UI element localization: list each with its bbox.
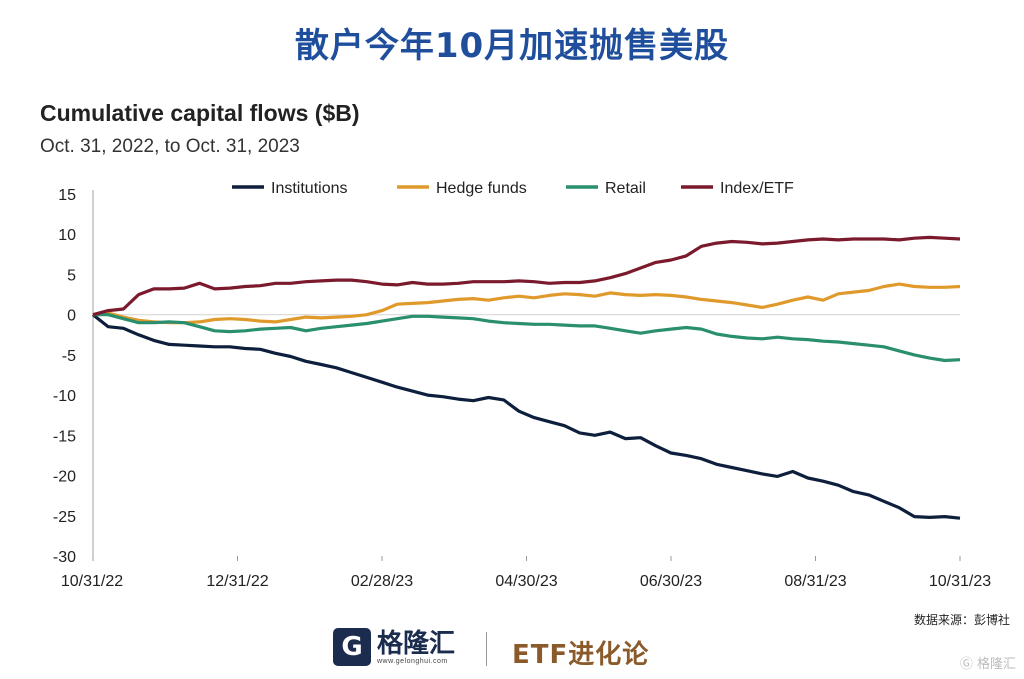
legend-label: Retail: [605, 180, 646, 197]
brand-g-icon: G: [333, 628, 371, 666]
y-tick-label: -5: [62, 348, 76, 365]
source-note: 数据来源：彭博社: [913, 613, 1010, 627]
footer-divider: [486, 632, 487, 666]
watermark: Ⓖ 格隆汇: [960, 653, 1016, 672]
legend-label: Index/ETF: [720, 180, 794, 197]
series-line-institutions: [92, 313, 961, 520]
y-tick-label: -25: [53, 509, 76, 526]
x-tick-label: 10/31/22: [61, 573, 123, 590]
x-tick-label: 02/28/23: [351, 573, 413, 590]
chart-title: Cumulative capital flows ($B): [40, 100, 360, 126]
y-tick-label: 0: [67, 308, 76, 325]
series-line-index-etf: [92, 235, 961, 317]
y-tick-label: 10: [58, 227, 76, 244]
x-axis-ticks: 10/31/22 12/31/22 02/28/23 04/30/23 06/30/23…: [61, 556, 991, 590]
y-tick-label: 15: [58, 187, 76, 204]
y-tick-label: -10: [53, 388, 76, 405]
y-tick-label: -20: [53, 469, 76, 486]
x-tick-label: 10/31/23: [929, 573, 991, 590]
series-line-hedge-funds: [92, 282, 961, 325]
chart-legend: Institutions Hedge funds Retail Index/ETF: [232, 180, 794, 197]
chart-plot: Institutions Hedge funds Retail Index/ETF 1…: [53, 180, 991, 590]
x-tick-label: 04/30/23: [495, 573, 557, 590]
y-axis-ticks: 15 10 5 0 -5 -10 -15 -20 -25 -30: [53, 187, 76, 566]
y-tick-label: -15: [53, 428, 76, 445]
brand-url: www.gelonghui.com: [377, 657, 448, 665]
watermark-g-icon: Ⓖ: [959, 657, 973, 672]
series-lines: [92, 235, 961, 520]
series-line-retail: [93, 313, 961, 363]
x-tick-label: 06/30/23: [640, 573, 702, 590]
chart-subtitle: Oct. 31, 2022, to Oct. 31, 2023: [40, 136, 300, 157]
brand-logo[interactable]: G 格隆汇 www.gelonghui.com: [333, 628, 455, 666]
headline: 散户今年10月加速抛售美股: [294, 26, 730, 66]
legend-label: Institutions: [271, 180, 347, 197]
x-tick-label: 08/31/23: [784, 573, 846, 590]
legend-label: Hedge funds: [436, 180, 527, 197]
brand-name: 格隆汇: [377, 628, 456, 659]
y-tick-label: 5: [67, 267, 76, 284]
watermark-text: 格隆汇: [976, 657, 1016, 672]
footer: G 格隆汇 www.gelonghui.com ETF进化论 Ⓖ 格隆汇: [0, 622, 1024, 679]
partner-name: ETF进化论: [512, 640, 650, 670]
y-tick-label: -30: [53, 549, 76, 566]
x-tick-label: 12/31/22: [206, 573, 268, 590]
